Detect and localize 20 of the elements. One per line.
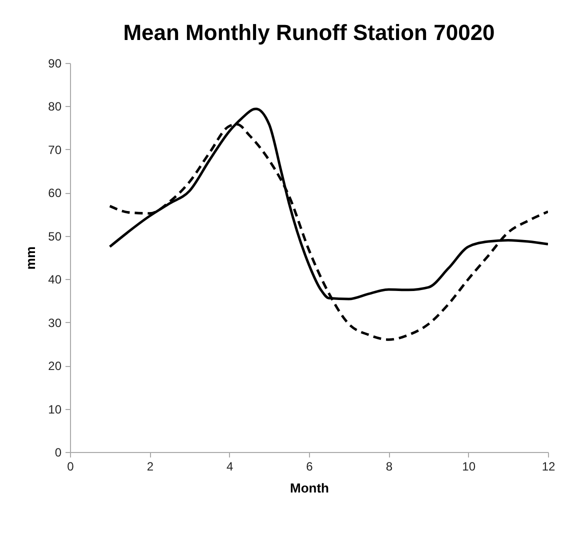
y-tick-label: 20 <box>48 359 62 374</box>
x-tick-label: 6 <box>306 460 314 474</box>
y-tick-label: 50 <box>48 229 62 244</box>
y-axis-title: mm <box>23 246 38 270</box>
y-tick-label: 90 <box>48 56 62 70</box>
x-tick-label: 12 <box>542 460 556 474</box>
y-tick-label: 60 <box>48 186 62 200</box>
x-tick-label: 4 <box>226 460 234 474</box>
y-tick-label: 0 <box>54 446 62 460</box>
x-tick-label: 0 <box>67 460 74 474</box>
y-tick-label: 70 <box>48 142 62 157</box>
y-tick-label: 40 <box>48 272 62 287</box>
y-tick-label: 30 <box>48 316 62 330</box>
y-tick-label: 80 <box>48 100 62 114</box>
x-tick-label: 8 <box>386 460 393 474</box>
x-tick-label: 2 <box>146 460 154 474</box>
y-tick-label: 10 <box>48 402 62 416</box>
chart-title: Mean Monthly Runoff Station 70020 <box>123 20 495 45</box>
x-tick-label: 10 <box>462 460 476 474</box>
x-axis-title: Month <box>290 480 330 496</box>
